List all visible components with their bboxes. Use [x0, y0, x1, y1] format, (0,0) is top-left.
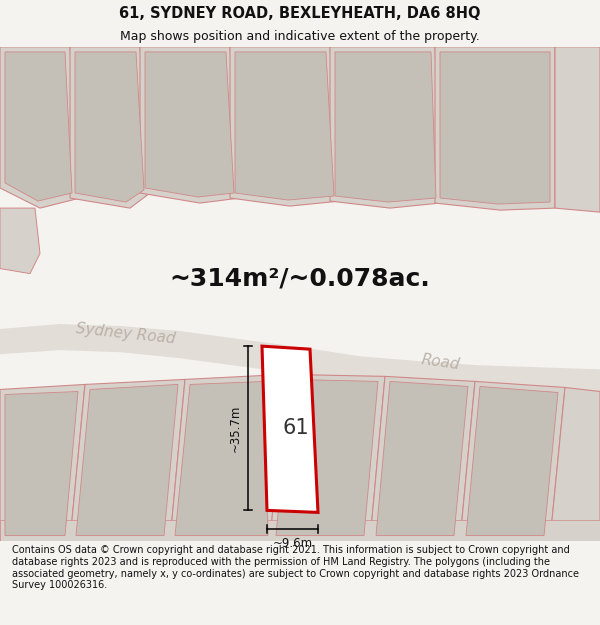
Polygon shape: [262, 346, 318, 512]
Polygon shape: [5, 391, 78, 536]
Text: Contains OS data © Crown copyright and database right 2021. This information is : Contains OS data © Crown copyright and d…: [12, 545, 579, 590]
Text: Sydney Road: Sydney Road: [75, 321, 176, 346]
Polygon shape: [435, 47, 555, 210]
Polygon shape: [5, 52, 72, 201]
Text: ~35.7m: ~35.7m: [229, 404, 242, 452]
Polygon shape: [170, 374, 285, 541]
Polygon shape: [460, 381, 565, 541]
Polygon shape: [230, 47, 340, 206]
Text: 61, SYDNEY ROAD, BEXLEYHEATH, DA6 8HQ: 61, SYDNEY ROAD, BEXLEYHEATH, DA6 8HQ: [119, 6, 481, 21]
Polygon shape: [0, 384, 85, 541]
Polygon shape: [140, 47, 240, 203]
Text: ~9.6m: ~9.6m: [272, 537, 313, 549]
Polygon shape: [70, 379, 185, 541]
Polygon shape: [75, 52, 144, 202]
Polygon shape: [440, 52, 550, 204]
Polygon shape: [70, 47, 150, 208]
Polygon shape: [270, 374, 385, 541]
Polygon shape: [335, 52, 436, 202]
Polygon shape: [370, 376, 475, 541]
Polygon shape: [276, 379, 378, 536]
Polygon shape: [330, 47, 440, 208]
Polygon shape: [0, 521, 600, 541]
Polygon shape: [550, 388, 600, 541]
Text: Road: Road: [420, 352, 461, 372]
Text: Map shows position and indicative extent of the property.: Map shows position and indicative extent…: [120, 30, 480, 43]
Polygon shape: [0, 208, 40, 274]
Polygon shape: [555, 47, 600, 212]
Polygon shape: [145, 52, 234, 197]
Polygon shape: [0, 324, 600, 394]
Polygon shape: [376, 381, 468, 536]
Polygon shape: [0, 47, 80, 208]
Polygon shape: [175, 381, 268, 536]
Polygon shape: [76, 384, 178, 536]
Polygon shape: [466, 386, 558, 536]
Text: 61: 61: [283, 418, 310, 437]
Text: ~314m²/~0.078ac.: ~314m²/~0.078ac.: [170, 267, 430, 291]
Polygon shape: [235, 52, 334, 200]
